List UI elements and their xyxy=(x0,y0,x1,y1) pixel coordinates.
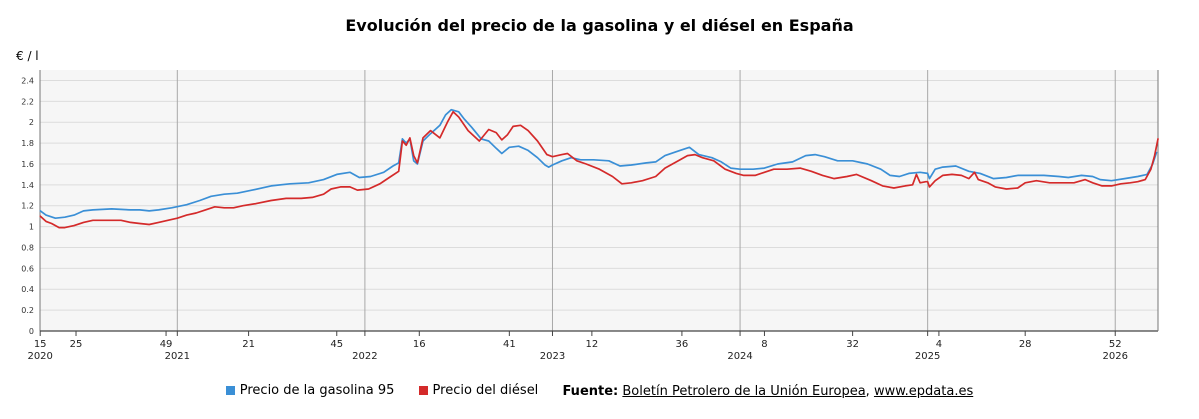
legend-item-gasoline[interactable]: Precio de la gasolina 95 xyxy=(225,383,395,398)
source-separator: , xyxy=(865,384,870,399)
x-tick-week-label: 36 xyxy=(676,339,689,350)
source-credit: Fuente: Boletín Petrolero de la Unión Eu… xyxy=(562,384,973,399)
y-tick-label: 1.6 xyxy=(21,160,34,169)
y-tick-label: 0 xyxy=(29,327,34,336)
legend-swatch-diesel xyxy=(418,386,428,395)
y-tick-label: 1.8 xyxy=(21,139,34,148)
x-tick-year-label: 2025 xyxy=(915,351,940,362)
x-tick-week-label: 32 xyxy=(846,339,859,350)
y-tick-label: 0.6 xyxy=(21,264,34,273)
x-tick-year-label: 2026 xyxy=(1103,351,1128,362)
site-link[interactable]: www.epdata.es xyxy=(873,384,974,399)
y-tick-label: 1.2 xyxy=(21,202,34,211)
series-line-diesel xyxy=(39,110,1159,229)
x-tick-week-label: 15 xyxy=(34,339,47,350)
x-tick-week-label: 4 xyxy=(936,339,942,350)
x-tick-year-label: 2020 xyxy=(27,351,52,362)
legend-item-diesel[interactable]: Precio del diésel xyxy=(418,383,539,398)
plot-background xyxy=(40,70,1158,331)
chart-legend: Precio de la gasolina 95 Precio del diés… xyxy=(0,383,1199,399)
x-tick-year-label: 2022 xyxy=(352,351,377,362)
x-tick-week-label: 41 xyxy=(503,339,516,350)
x-tick-year-label: 2023 xyxy=(540,351,565,362)
x-tick-week-label: 21 xyxy=(242,339,255,350)
legend-swatch-gasoline xyxy=(225,386,235,395)
y-tick-label: 0.8 xyxy=(21,243,34,252)
source-label: Fuente: xyxy=(562,384,619,399)
y-tick-label: 1 xyxy=(29,223,34,232)
series-line-gasoline xyxy=(39,108,1158,220)
legend-label-diesel: Precio del diésel xyxy=(432,383,539,398)
x-tick-week-label: 45 xyxy=(330,339,343,350)
legend-label-gasoline: Precio de la gasolina 95 xyxy=(239,383,395,398)
y-axis-unit-label: € / l xyxy=(16,49,39,63)
x-tick-week-label: 52 xyxy=(1109,339,1122,350)
y-tick-label: 2.2 xyxy=(21,97,34,106)
y-tick-label: 0.2 xyxy=(21,306,34,315)
x-tick-week-label: 28 xyxy=(1019,339,1032,350)
chart-title: Evolución del precio de la gasolina y el… xyxy=(345,16,854,35)
x-tick-week-label: 12 xyxy=(586,339,599,350)
x-tick-week-label: 25 xyxy=(70,339,83,350)
source-link[interactable]: Boletín Petrolero de la Unión Europea xyxy=(622,384,866,399)
y-tick-label: 1.4 xyxy=(21,181,34,190)
x-tick-year-label: 2024 xyxy=(727,351,752,362)
x-tick-year-label: 2021 xyxy=(165,351,190,362)
y-tick-label: 0.4 xyxy=(21,285,34,294)
y-tick-label: 2 xyxy=(29,118,34,127)
y-tick-label: 2.4 xyxy=(21,76,34,85)
x-tick-week-label: 8 xyxy=(761,339,767,350)
x-tick-week-label: 49 xyxy=(160,339,173,350)
x-tick-week-label: 16 xyxy=(413,339,426,350)
